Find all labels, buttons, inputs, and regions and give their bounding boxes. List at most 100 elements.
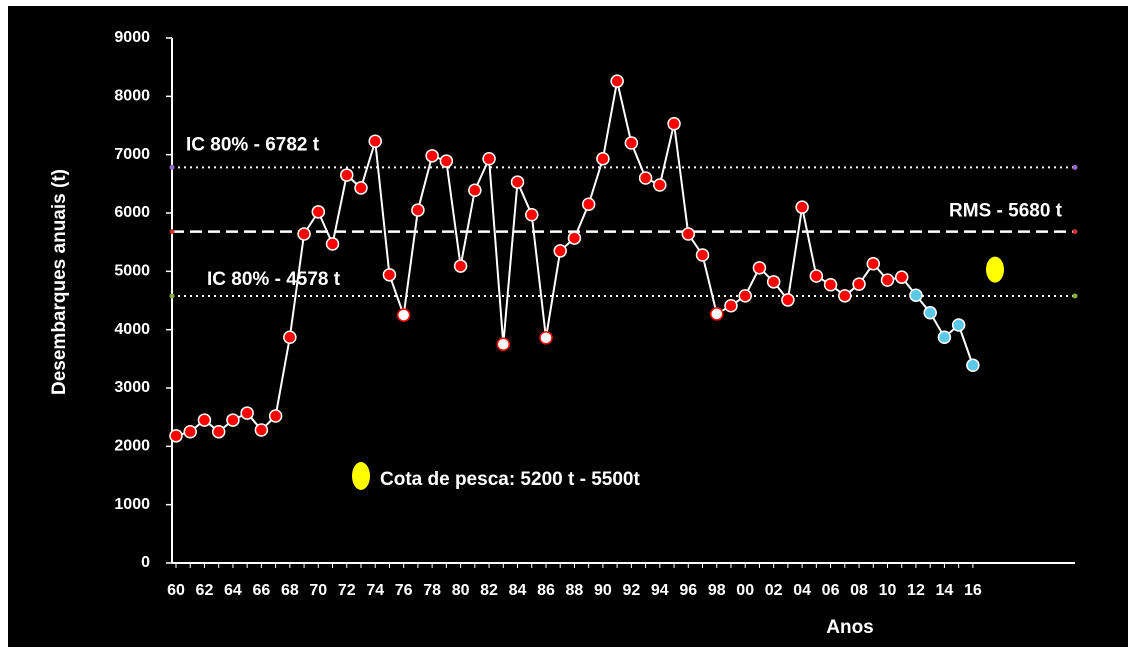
data-point [951, 318, 966, 332]
background [8, 6, 1128, 647]
data-point [368, 134, 382, 148]
data-point [340, 168, 354, 182]
data-point [695, 248, 710, 262]
data-point [738, 289, 752, 303]
data-point [894, 270, 909, 284]
data-point [966, 358, 980, 372]
data-point [852, 277, 866, 291]
data-point [325, 237, 340, 251]
data-point [838, 289, 852, 303]
x-tick-label: 96 [679, 582, 697, 599]
y-tick-label: 8000 [114, 88, 150, 105]
x-tick-label: 84 [509, 582, 527, 599]
reference-end [1072, 164, 1078, 170]
data-point [596, 152, 610, 166]
data-point [297, 227, 311, 241]
quota-marker [986, 256, 1004, 283]
y-tick-label: 0 [141, 554, 150, 571]
x-tick-label: 80 [452, 582, 470, 599]
reference-end [169, 229, 175, 235]
x-tick-label: 06 [822, 582, 840, 599]
data-point [724, 299, 738, 313]
y-tick-label: 9000 [114, 29, 150, 46]
data-point [425, 149, 439, 163]
data-point [197, 413, 212, 427]
data-point [496, 337, 511, 351]
data-point [610, 74, 624, 88]
x-tick-label: 98 [708, 582, 726, 599]
data-point [283, 330, 297, 344]
data-point [240, 406, 254, 420]
data-point [709, 307, 724, 321]
data-point [567, 231, 582, 245]
data-point [880, 273, 895, 287]
x-tick-label: 14 [936, 582, 954, 599]
y-tick-label: 6000 [114, 204, 150, 221]
annotation-marker [352, 462, 370, 490]
data-point [752, 261, 767, 275]
reference-end [1072, 293, 1078, 299]
reference-label: IC 80% - 4578 t [207, 269, 341, 290]
x-tick-label: 10 [879, 582, 897, 599]
x-tick-label: 62 [196, 582, 214, 599]
data-point [624, 136, 639, 150]
data-point [254, 423, 269, 437]
x-tick-label: 86 [537, 582, 555, 599]
x-tick-label: 16 [964, 582, 982, 599]
x-tick-label: 82 [480, 582, 498, 599]
data-point [795, 200, 809, 214]
data-point [453, 259, 468, 273]
reference-end [1072, 229, 1078, 235]
data-point [268, 409, 283, 423]
y-tick-label: 3000 [114, 379, 150, 396]
reference-label: RMS - 5680 t [949, 201, 1063, 222]
y-tick-label: 2000 [114, 438, 150, 455]
x-tick-label: 02 [765, 582, 783, 599]
x-tick-label: 64 [224, 582, 242, 599]
x-tick-label: 92 [622, 582, 640, 599]
x-tick-label: 74 [366, 582, 384, 599]
x-tick-label: 90 [594, 582, 612, 599]
x-tick-label: 88 [566, 582, 584, 599]
x-tick-label: 78 [423, 582, 441, 599]
data-point [354, 181, 368, 195]
data-point [909, 288, 923, 302]
data-point [923, 306, 937, 320]
x-tick-label: 60 [167, 582, 185, 599]
x-tick-label: 70 [309, 582, 327, 599]
data-point [211, 425, 226, 439]
y-tick-label: 7000 [114, 146, 150, 163]
data-point [581, 197, 596, 211]
data-point [539, 331, 553, 345]
data-point [468, 183, 482, 197]
reference-end [169, 293, 175, 299]
data-point [553, 244, 567, 258]
y-tick-label: 5000 [114, 263, 150, 280]
x-tick-label: 00 [736, 582, 754, 599]
x-tick-label: 08 [850, 582, 868, 599]
x-tick-label: 66 [252, 582, 270, 599]
data-point [396, 308, 411, 322]
x-tick-label: 68 [281, 582, 299, 599]
y-tick-label: 4000 [114, 321, 150, 338]
data-point [510, 175, 525, 189]
reference-end [169, 164, 175, 170]
x-tick-label: 04 [793, 582, 811, 599]
reference-label: IC 80% - 6782 t [186, 134, 320, 155]
data-point [667, 117, 681, 131]
y-tick-label: 1000 [114, 496, 150, 513]
data-point [766, 275, 781, 289]
data-point [411, 203, 425, 217]
data-point [382, 268, 397, 282]
data-point [183, 425, 197, 439]
x-tick-label: 12 [907, 582, 925, 599]
y-axis-label: Desembarques anuais (t) [49, 169, 70, 395]
annotation-text: Cota de pesca: 5200 t - 5500t [380, 469, 640, 490]
data-point [866, 257, 881, 271]
x-tick-label: 76 [395, 582, 413, 599]
x-axis-label: Anos [826, 617, 874, 638]
data-point [226, 413, 240, 427]
data-point [311, 205, 326, 219]
data-point [439, 154, 454, 168]
